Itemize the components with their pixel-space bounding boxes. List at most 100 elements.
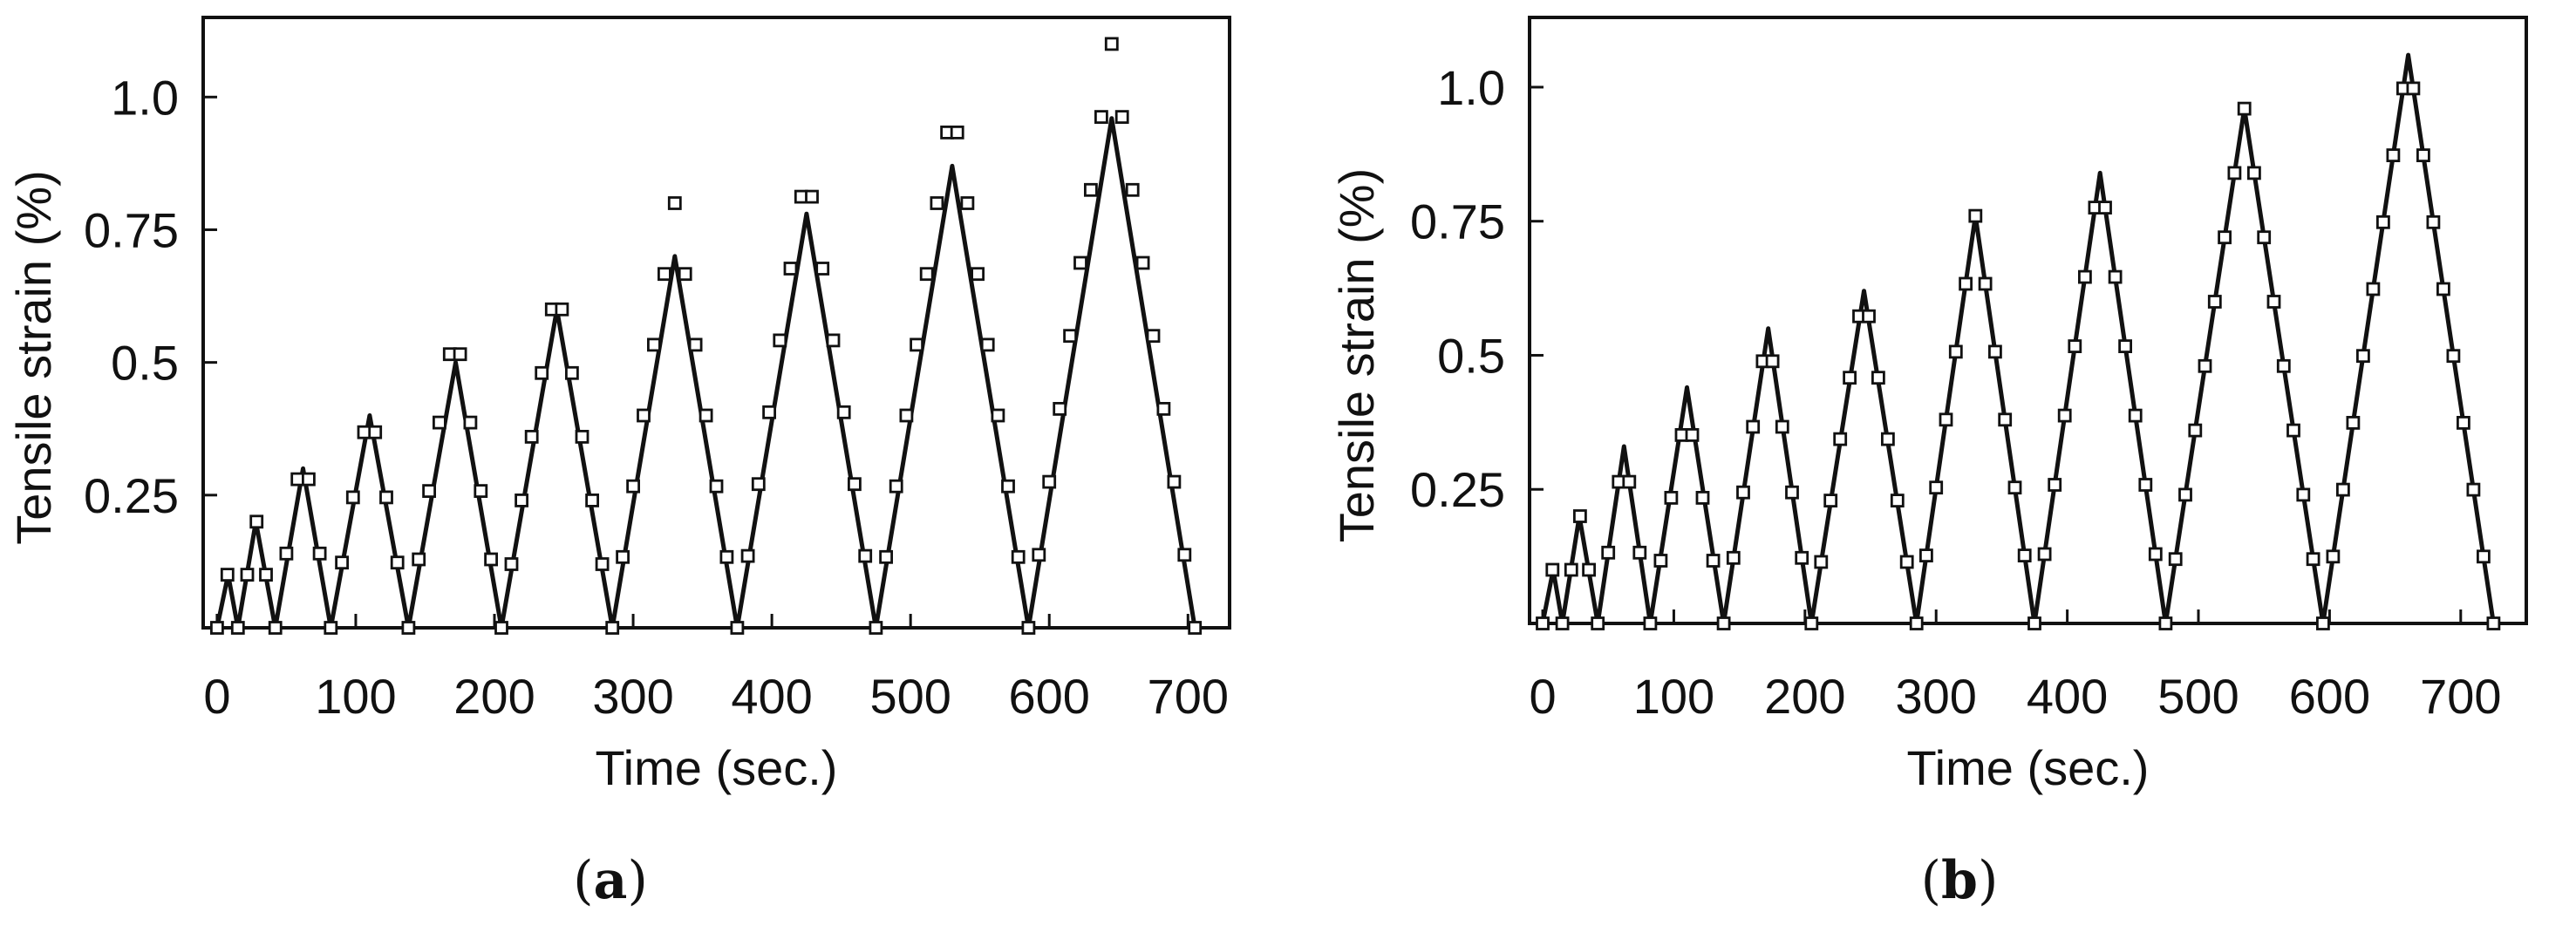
measured-strain-point (2158, 616, 2173, 630)
measured-strain-point (2068, 339, 2082, 354)
measured-strain-point (709, 479, 724, 494)
applied-strain-line (1540, 52, 2496, 626)
y-tick-label: 0.25 (1410, 462, 1505, 517)
measured-strain-point (1104, 37, 1119, 51)
measured-strain-point (2078, 269, 2092, 284)
measured-strain-point (815, 262, 830, 276)
measured-strain-point (667, 196, 682, 210)
panel-caption: (a) (573, 850, 648, 911)
measured-strain-point (515, 494, 528, 507)
measured-strain-point (2207, 295, 2222, 309)
measured-strain-point (230, 621, 245, 635)
measured-strain-point (910, 337, 923, 352)
measured-strain-point (919, 267, 934, 282)
measured-strain-point (1890, 494, 1905, 507)
measured-strain-point (730, 621, 745, 635)
x-tick-label: 600 (2289, 669, 2370, 724)
measured-strain-point (575, 429, 589, 444)
measured-strain-point (626, 479, 640, 494)
measured-strain-point (2386, 148, 2401, 163)
x-tick-label: 400 (2027, 669, 2108, 724)
x-tick-label: 100 (1633, 669, 1714, 724)
measured-strain-point (740, 548, 755, 563)
x-tick-label: 200 (1764, 669, 1845, 724)
measured-strain-point (762, 405, 776, 419)
x-tick-label: 700 (1148, 669, 1229, 724)
measured-strain-point (688, 337, 703, 352)
measured-strain-point (1011, 549, 1026, 564)
measured-strain-point (2178, 487, 2192, 502)
measured-strain-point (2366, 282, 2381, 296)
x-tick-label: 0 (1529, 669, 1556, 724)
measured-strain-point (2376, 214, 2390, 229)
measured-strain-point (616, 549, 630, 564)
measured-strain-point (1909, 616, 1924, 630)
caption-open-paren: ( (1921, 850, 1941, 911)
measured-strain-point (422, 484, 437, 498)
measured-strain-point (848, 477, 862, 492)
chart-b-svg: 0 100 200 300 400 500 600 700 0.25 0.5 0.75 1.0 Time… (1329, 16, 2528, 911)
measured-strain-point (2356, 349, 2370, 364)
measured-strain-point (1706, 554, 1721, 568)
measured-strain-point (1862, 309, 1876, 323)
y-axis-title: Tensile strain (%) (6, 170, 61, 544)
measured-strain-point (2436, 282, 2450, 296)
measured-strain-point (453, 347, 467, 362)
measured-strain-point (1591, 616, 1605, 630)
measured-strain-point (980, 337, 995, 352)
y-tick-label: 1.0 (111, 70, 179, 125)
measured-strain-point (858, 548, 873, 563)
x-tick-label: 400 (731, 669, 812, 724)
measured-strain-point (2466, 482, 2481, 497)
measured-strain-point (991, 408, 1005, 423)
measured-strain-point (1156, 401, 1171, 416)
measured-strain-point (2286, 423, 2300, 438)
measured-strain-point (960, 196, 975, 210)
measured-strain-point (2276, 358, 2291, 373)
measured-strain-point (2057, 408, 2072, 423)
measured-strain-point (1632, 545, 1647, 560)
measured-strain-point (1073, 255, 1087, 270)
measured-strain-point (368, 425, 383, 439)
measured-strain-point (826, 333, 841, 348)
measured-strain-point (637, 408, 651, 423)
measured-strain-point (1653, 554, 1668, 568)
measured-strain-point (2477, 549, 2491, 564)
x-tick-label: 500 (869, 669, 951, 724)
measured-strain-point (1899, 555, 1914, 569)
measured-strain-point (658, 267, 671, 282)
y-tick-label: 1.0 (1437, 60, 1505, 115)
measured-strain-point (1084, 182, 1098, 197)
x-axis-title: Time (sec.) (1907, 740, 2150, 795)
measured-strain-point (335, 555, 350, 570)
measured-strain-point (290, 472, 305, 487)
measured-strain-point (1823, 494, 1838, 507)
measured-strain-point (2346, 415, 2361, 430)
measured-strain-point (1188, 621, 1203, 635)
measured-strain-point (2027, 616, 2041, 630)
measured-strain-point (1177, 548, 1192, 562)
measured-strain-point (1643, 616, 1658, 630)
measured-strain-point (1146, 329, 1161, 344)
measured-strain-point (605, 621, 620, 635)
measured-strain-point (2227, 166, 2242, 180)
measured-strain-point (1167, 474, 1182, 489)
measured-strain-point (484, 552, 498, 567)
x-tick-label: 0 (203, 669, 230, 724)
measured-strain-point (719, 549, 734, 564)
measured-strain-point (2128, 408, 2143, 423)
measured-strain-point (836, 405, 851, 419)
measured-strain-point (773, 333, 787, 348)
measured-strain-point (1664, 491, 1679, 505)
measured-strain-point (412, 552, 426, 567)
measured-strain-point (504, 557, 519, 571)
measured-strain-point (805, 189, 819, 204)
measured-strain-point (2188, 423, 2203, 438)
plot-frame (1528, 16, 2528, 625)
measured-strain-point (1765, 354, 1780, 369)
measured-strain-point (2326, 549, 2341, 564)
measured-strain-point (1833, 432, 1848, 446)
measured-strain-point (1775, 419, 1789, 434)
x-tick-label: 500 (2157, 669, 2239, 724)
measured-strain-point (1843, 371, 1857, 385)
